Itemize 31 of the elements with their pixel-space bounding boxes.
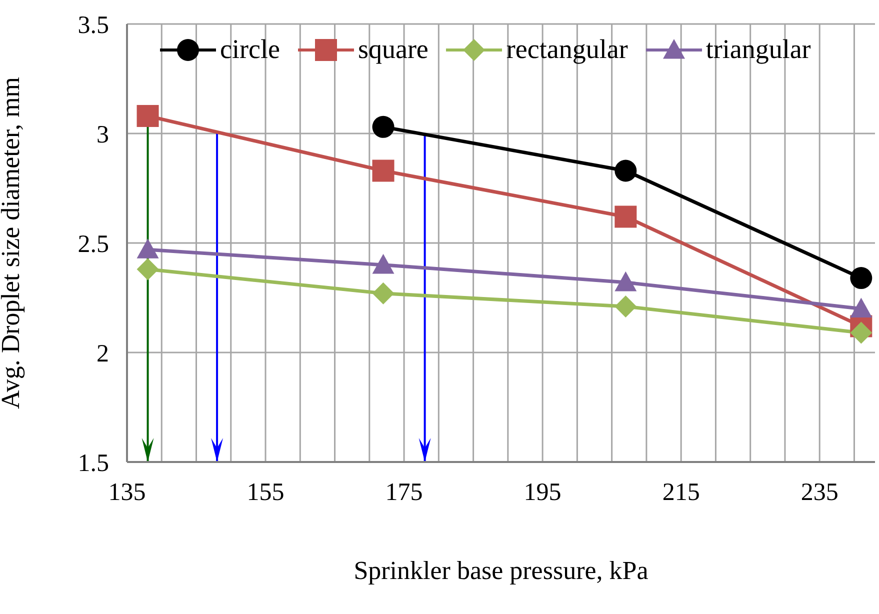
point	[372, 116, 394, 138]
point	[614, 206, 637, 228]
x-tick-label: 175	[385, 478, 423, 506]
point	[850, 267, 872, 290]
point	[372, 160, 394, 182]
point	[136, 104, 159, 127]
legend-label: triangular	[706, 34, 811, 65]
y-tick-label: 3.5	[78, 12, 109, 39]
point	[850, 298, 872, 318]
point	[372, 282, 394, 304]
y-tick-label: 1.5	[78, 450, 109, 477]
y-axis-title: Avg. Droplet size diameter, mm	[0, 76, 26, 410]
legend-label: rectangular	[506, 34, 628, 65]
point	[136, 238, 159, 258]
legend-label: circle	[220, 34, 280, 65]
point	[614, 160, 637, 182]
x-tick-label: 195	[524, 478, 562, 506]
x-axis-title: Sprinkler base pressure, kPa	[354, 556, 649, 585]
x-tick-label: 135	[108, 478, 146, 506]
x-tick-label: 155	[246, 478, 284, 506]
y-tick-label: 3	[96, 121, 109, 148]
y-tick-label: 2.5	[78, 230, 109, 258]
x-tick-label: 235	[800, 478, 838, 506]
point	[136, 258, 159, 280]
y-tick-label: 2	[96, 340, 109, 368]
point	[614, 271, 637, 292]
x-tick-label: 215	[662, 478, 700, 506]
point	[372, 254, 394, 274]
point	[614, 296, 637, 318]
legend-label: square	[358, 34, 428, 65]
point	[850, 322, 872, 344]
